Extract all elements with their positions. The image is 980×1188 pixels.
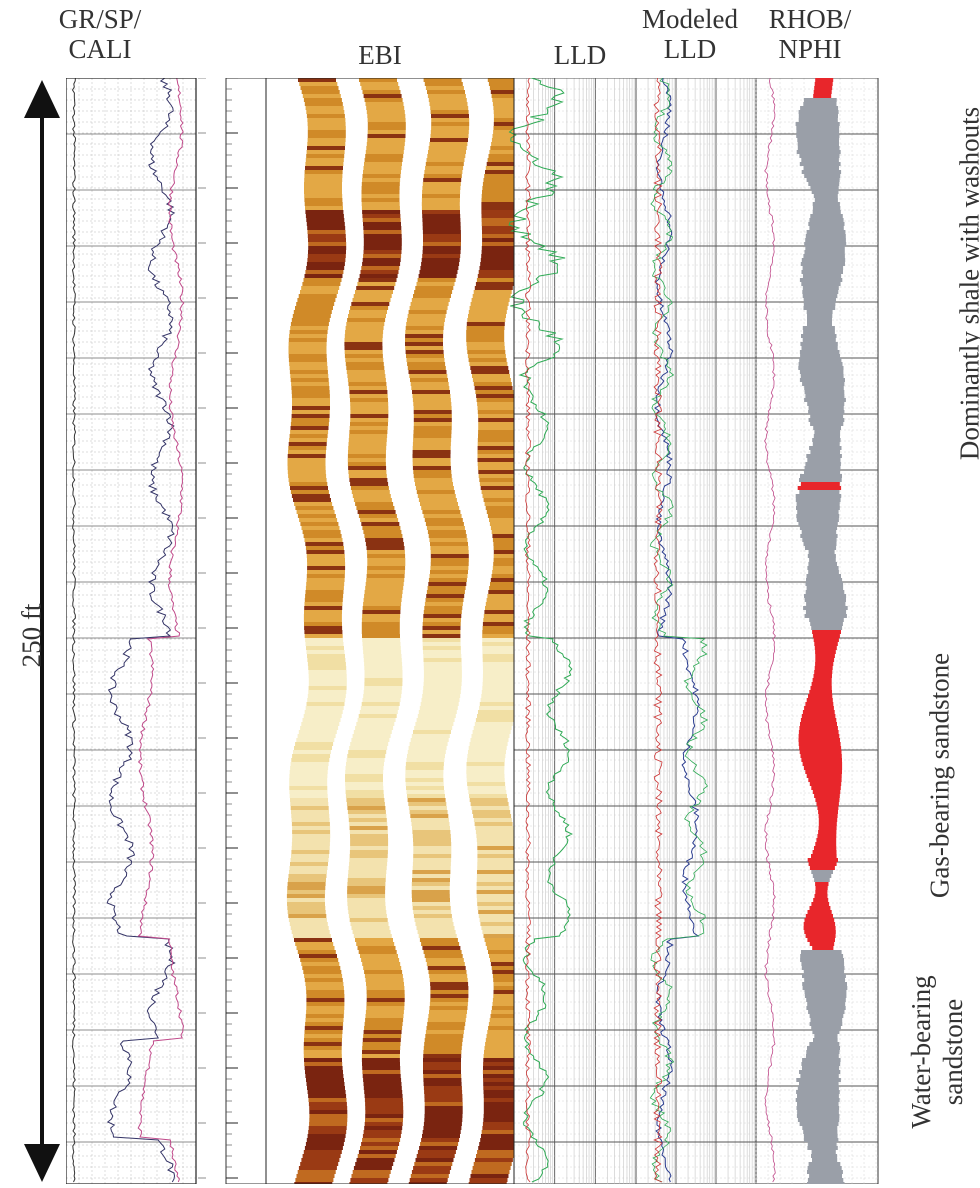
ebi-strip <box>466 78 532 1184</box>
header-ebi: EBI <box>358 40 402 70</box>
lld-track-grid <box>513 78 637 1184</box>
header-rhob-nphi-line2: NPHI <box>778 34 842 64</box>
modeled-lld-track-grid <box>635 78 757 1184</box>
arrow-up-icon <box>24 80 60 118</box>
ebi-track-border <box>265 78 515 1184</box>
ebi-strip <box>286 78 348 1184</box>
ebi-strip <box>405 78 470 1184</box>
track1-border <box>66 78 197 1184</box>
gr-curve <box>106 78 176 1183</box>
header-modeled-lld: Modeled LLD <box>630 4 750 64</box>
interval-label-gas-sand: Gas-bearing sandstone <box>924 652 955 899</box>
modeled-shallow-curve <box>652 78 663 1183</box>
lld-shallow-curve <box>524 78 532 1183</box>
log-panel <box>66 78 879 1184</box>
header-gr-sp-cali-line2: CALI <box>68 34 132 64</box>
header-modeled-lld-line2: LLD <box>663 34 717 64</box>
interval-label-shale: Dominantly shale with washouts <box>954 106 980 461</box>
header-rhob-nphi-line1: RHOB/ <box>768 4 852 34</box>
header-gr-sp-cali: GR/SP/ CALI <box>40 4 160 64</box>
depth-track <box>225 78 267 1184</box>
arrow-down-icon <box>24 1144 60 1182</box>
modeled-measured-curve <box>649 78 709 1183</box>
interval-label-water-sand-line1: Water-bearing <box>906 975 936 1129</box>
header-modeled-lld-line1: Modeled <box>642 4 738 34</box>
depth-scale-label: 250 ft <box>16 603 47 668</box>
header-rhob-nphi: RHOB/ NPHI <box>750 4 870 64</box>
nphi-curve <box>764 78 776 1183</box>
sp-curve <box>137 78 185 1183</box>
interval-label-water-sand-line2: sandstone <box>938 998 968 1106</box>
depth-scale-arrow <box>24 80 60 1182</box>
lld-measured-curve <box>508 78 573 1183</box>
cali-curve <box>71 78 77 1183</box>
interval-label-water-sand: Water-bearing sandstone <box>905 932 969 1172</box>
header-gr-sp-cali-line1: GR/SP/ <box>58 4 142 34</box>
header-lld: LLD <box>553 40 607 70</box>
ebi-strip <box>344 78 406 1184</box>
